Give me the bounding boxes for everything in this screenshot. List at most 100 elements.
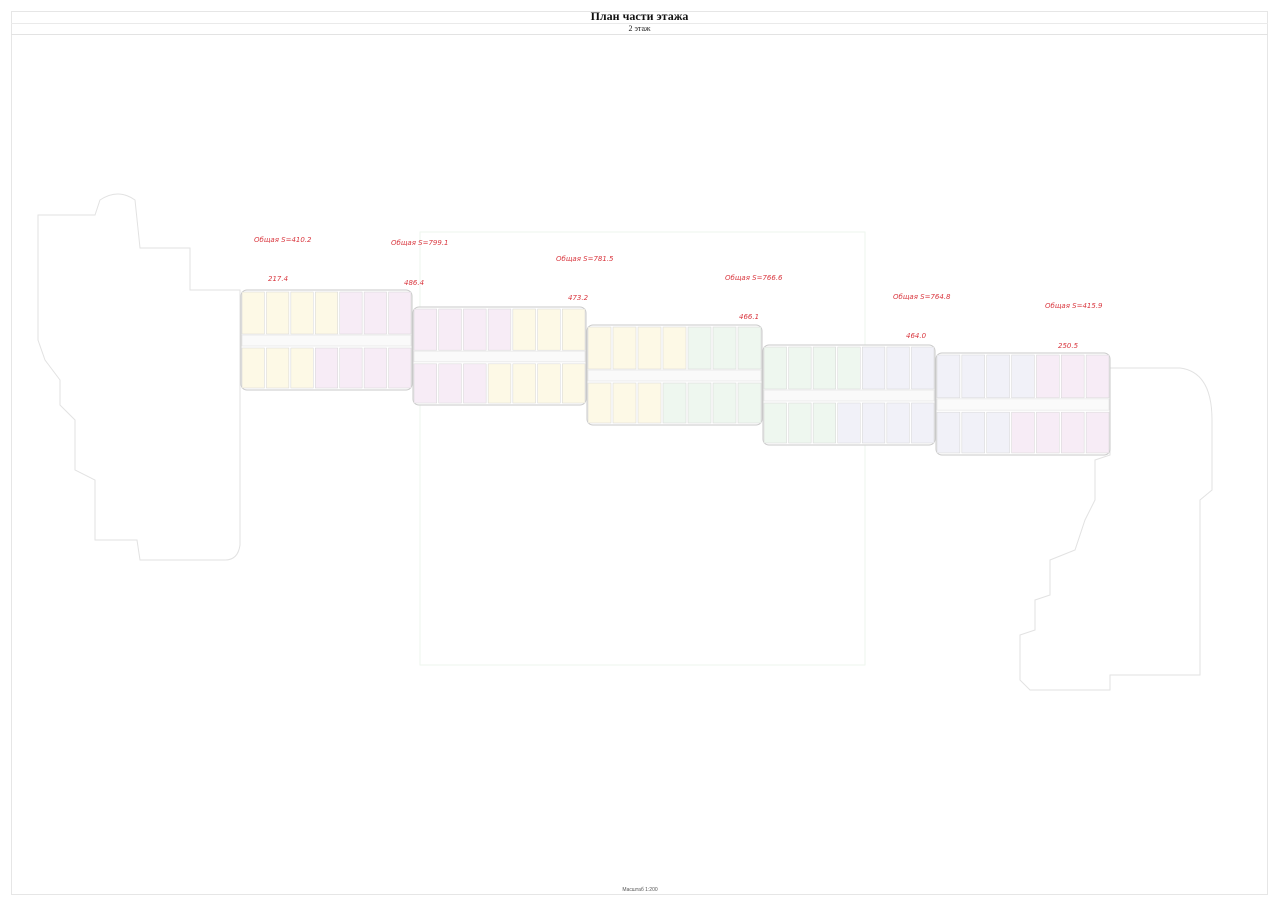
room [1011, 411, 1035, 454]
room [788, 346, 812, 390]
room [388, 291, 412, 335]
room [266, 291, 290, 335]
room [339, 291, 363, 335]
room [241, 347, 265, 389]
room [587, 326, 612, 370]
room [1036, 411, 1060, 454]
room [339, 347, 363, 389]
room [788, 402, 812, 444]
room [1036, 354, 1060, 399]
right-building-outline [1019, 367, 1213, 691]
room [986, 354, 1010, 399]
room [413, 363, 437, 404]
room [537, 363, 561, 404]
room [315, 291, 338, 335]
room [812, 402, 836, 444]
room [487, 363, 512, 404]
room [438, 308, 462, 351]
room [290, 347, 314, 389]
floor-label: 2 этаж [11, 24, 1268, 35]
building-section [762, 344, 936, 446]
room [612, 326, 637, 370]
room [512, 363, 536, 404]
room [911, 346, 935, 390]
room [911, 402, 935, 444]
room [936, 411, 961, 454]
room [612, 382, 637, 424]
room [763, 402, 787, 444]
room [290, 291, 314, 335]
room [662, 326, 687, 370]
room [961, 411, 985, 454]
building-section [240, 289, 413, 391]
room [463, 363, 487, 404]
corridor [763, 389, 935, 402]
room [662, 382, 687, 424]
room [413, 308, 437, 351]
room [363, 347, 387, 389]
room [712, 382, 737, 424]
building-section [412, 306, 587, 406]
room [315, 347, 338, 389]
room [1085, 411, 1110, 454]
section-total-area: Общая S=415.9 [1045, 302, 1103, 310]
room [837, 402, 861, 444]
room [363, 291, 387, 335]
section-total-area: Общая S=799.1 [391, 239, 449, 247]
room [936, 354, 961, 399]
section-total-area: Общая S=766.6 [725, 274, 783, 282]
room [537, 308, 561, 351]
corridor [413, 350, 586, 363]
drawing-frame [11, 11, 1268, 895]
section-total-area: Общая S=781.5 [556, 255, 614, 263]
courtyard-outline [419, 231, 866, 666]
left-building-outline [37, 193, 241, 561]
room [687, 382, 712, 424]
corridor [587, 369, 762, 382]
room [266, 347, 290, 389]
room [1061, 411, 1085, 454]
plan-title: План части этажа [11, 10, 1268, 24]
room [388, 347, 412, 389]
section-part-area: 250.5 [1058, 342, 1079, 350]
room [1085, 354, 1110, 399]
room [961, 354, 985, 399]
room [712, 326, 737, 370]
building-section [586, 324, 763, 426]
room [687, 326, 712, 370]
room [438, 363, 462, 404]
building-section [935, 352, 1111, 456]
section-part-area: 486.4 [404, 279, 424, 287]
room [587, 382, 612, 424]
scale-label: Масштаб 1:200 [622, 887, 658, 893]
room [837, 346, 861, 390]
room [812, 346, 836, 390]
room [241, 291, 265, 335]
section-part-area: 466.1 [739, 313, 759, 321]
room [737, 326, 762, 370]
room [487, 308, 512, 351]
room [562, 308, 586, 351]
room [512, 308, 536, 351]
room [862, 402, 886, 444]
room [862, 346, 886, 390]
section-part-area: 464.0 [906, 332, 927, 340]
room [986, 411, 1010, 454]
section-total-area: Общая S=764.8 [893, 293, 951, 301]
room [1011, 354, 1035, 399]
room [1061, 354, 1085, 399]
room [886, 402, 910, 444]
corridor [241, 334, 412, 347]
room [637, 326, 662, 370]
room [737, 382, 762, 424]
section-total-area: Общая S=410.2 [254, 236, 312, 244]
room [886, 346, 910, 390]
room [763, 346, 787, 390]
room [637, 382, 662, 424]
room [463, 308, 487, 351]
section-part-area: 217.4 [268, 275, 288, 283]
section-part-area: 473.2 [568, 294, 589, 302]
corridor [936, 398, 1110, 411]
room [562, 363, 586, 404]
